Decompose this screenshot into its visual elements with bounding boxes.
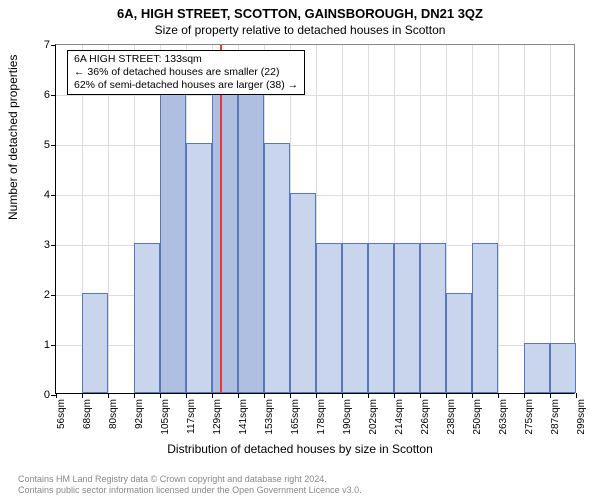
- x-tick-label: 178sqm: [316, 399, 327, 435]
- x-tick-mark: [472, 393, 473, 398]
- histogram-bar: [316, 243, 342, 393]
- plot-area: 0123456756sqm68sqm80sqm92sqm105sqm117sqm…: [55, 44, 575, 394]
- x-tick-mark: [108, 393, 109, 398]
- x-tick-label: 117sqm: [186, 399, 197, 434]
- x-tick-mark: [368, 393, 369, 398]
- chart-container: { "title": "6A, HIGH STREET, SCOTTON, GA…: [0, 0, 600, 500]
- chart-title: 6A, HIGH STREET, SCOTTON, GAINSBOROUGH, …: [0, 0, 600, 21]
- y-tick-label: 0: [44, 389, 50, 401]
- x-tick-label: 153sqm: [264, 399, 275, 435]
- x-tick-label: 214sqm: [394, 399, 405, 435]
- histogram-bar: [368, 243, 394, 393]
- annotation-line-3: 62% of semi-detached houses are larger (…: [74, 79, 298, 92]
- y-tick-mark: [51, 245, 56, 246]
- x-tick-mark: [212, 393, 213, 398]
- x-tick-mark: [264, 393, 265, 398]
- x-tick-mark: [82, 393, 83, 398]
- histogram-bar: [394, 243, 420, 393]
- gridline-v: [108, 45, 109, 393]
- histogram-bar: [160, 93, 186, 393]
- footer-line-2: Contains public sector information licen…: [18, 485, 362, 496]
- x-axis-label: Distribution of detached houses by size …: [0, 442, 600, 456]
- x-tick-mark: [186, 393, 187, 398]
- x-tick-mark: [524, 393, 525, 398]
- gridline-v: [550, 45, 551, 393]
- histogram-bar: [524, 343, 550, 393]
- x-tick-label: 263sqm: [498, 399, 509, 435]
- footer-text: Contains HM Land Registry data © Crown c…: [18, 474, 362, 497]
- x-tick-label: 287sqm: [550, 399, 561, 435]
- histogram-bar: [212, 93, 238, 393]
- annotation-box: 6A HIGH STREET: 133sqm ← 36% of detached…: [67, 50, 305, 95]
- histogram-bar: [134, 243, 160, 393]
- x-tick-label: 299sqm: [576, 399, 587, 435]
- annotation-line-2: ← 36% of detached houses are smaller (22…: [74, 66, 298, 79]
- y-axis-label: Number of detached properties: [6, 55, 20, 220]
- histogram-bar: [238, 93, 264, 393]
- footer-line-1: Contains HM Land Registry data © Crown c…: [18, 474, 362, 485]
- histogram-bar: [290, 193, 316, 393]
- y-tick-mark: [51, 195, 56, 196]
- x-tick-label: 141sqm: [238, 399, 249, 435]
- chart-subtitle: Size of property relative to detached ho…: [0, 21, 600, 37]
- x-tick-label: 250sqm: [472, 399, 483, 435]
- x-tick-mark: [56, 393, 57, 398]
- y-tick-label: 3: [44, 239, 50, 251]
- x-tick-label: 68sqm: [82, 399, 93, 429]
- y-tick-mark: [51, 345, 56, 346]
- x-tick-label: 275sqm: [524, 399, 535, 435]
- x-tick-label: 226sqm: [420, 399, 431, 435]
- y-tick-mark: [51, 145, 56, 146]
- y-tick-label: 5: [44, 139, 50, 151]
- y-tick-mark: [51, 295, 56, 296]
- annotation-line-1: 6A HIGH STREET: 133sqm: [74, 53, 298, 66]
- x-tick-label: 56sqm: [56, 399, 67, 429]
- y-tick-label: 1: [44, 339, 50, 351]
- gridline-v: [498, 45, 499, 393]
- x-tick-label: 190sqm: [342, 399, 353, 435]
- y-tick-label: 7: [44, 39, 50, 51]
- histogram-bar: [82, 293, 108, 393]
- x-tick-label: 165sqm: [290, 399, 301, 435]
- x-tick-label: 92sqm: [134, 399, 145, 429]
- x-tick-mark: [420, 393, 421, 398]
- histogram-bar: [550, 343, 576, 393]
- x-tick-mark: [316, 393, 317, 398]
- x-tick-label: 238sqm: [446, 399, 457, 435]
- y-tick-mark: [51, 95, 56, 96]
- x-tick-label: 129sqm: [212, 399, 223, 435]
- histogram-bar: [264, 143, 290, 393]
- reference-line: [220, 45, 222, 393]
- x-tick-label: 202sqm: [368, 399, 379, 435]
- x-tick-mark: [498, 393, 499, 398]
- histogram-bar: [342, 243, 368, 393]
- x-tick-label: 80sqm: [108, 399, 119, 429]
- x-tick-mark: [342, 393, 343, 398]
- y-tick-label: 6: [44, 89, 50, 101]
- x-tick-mark: [394, 393, 395, 398]
- histogram-bar: [186, 143, 212, 393]
- y-tick-label: 2: [44, 289, 50, 301]
- x-tick-mark: [134, 393, 135, 398]
- x-tick-mark: [290, 393, 291, 398]
- histogram-bar: [420, 243, 446, 393]
- x-tick-mark: [576, 393, 577, 398]
- x-tick-mark: [446, 393, 447, 398]
- x-tick-mark: [160, 393, 161, 398]
- y-tick-label: 4: [44, 189, 50, 201]
- gridline-v: [524, 45, 525, 393]
- x-tick-mark: [238, 393, 239, 398]
- x-tick-mark: [550, 393, 551, 398]
- y-tick-mark: [51, 45, 56, 46]
- histogram-bar: [472, 243, 498, 393]
- x-tick-label: 105sqm: [160, 399, 171, 435]
- histogram-bar: [446, 293, 472, 393]
